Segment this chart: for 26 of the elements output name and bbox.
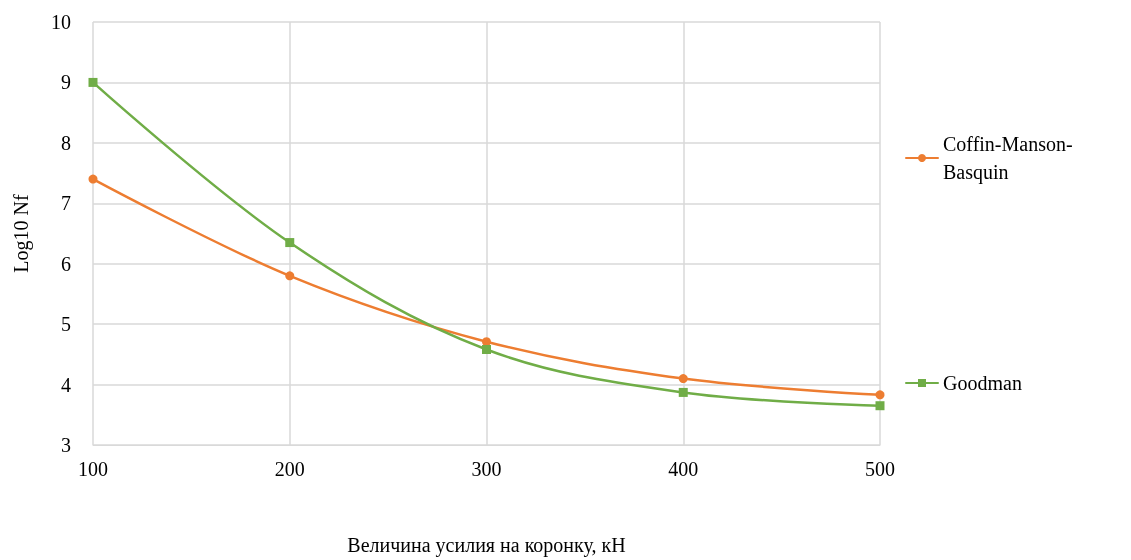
x-tick-label: 500	[865, 458, 895, 480]
x-tick-label: 200	[274, 458, 305, 480]
point	[875, 390, 885, 400]
point	[285, 238, 295, 248]
point	[88, 77, 98, 87]
point	[482, 345, 491, 355]
x-tick-label: 100	[78, 458, 108, 480]
y-tick-label: 9	[61, 71, 71, 94]
y-tick-label: 5	[61, 313, 71, 336]
point	[678, 374, 688, 384]
y-axis-title: Log10 Nf	[10, 194, 33, 273]
point	[285, 271, 295, 281]
legend-label: Goodman	[943, 372, 1022, 394]
point	[875, 401, 885, 411]
y-tick-label: 4	[61, 373, 71, 396]
legend-label: Coffin-Manson-Basquin	[943, 133, 1073, 184]
y-tick-label: 3	[61, 434, 71, 456]
y-tick-label: 8	[61, 131, 71, 154]
point	[678, 387, 688, 397]
x-axis-title: Величина усилия на коронку, кН	[347, 534, 626, 557]
y-tick-label: 6	[61, 252, 71, 275]
y-tick-label: 7	[61, 192, 71, 215]
point	[88, 174, 98, 184]
y-tick-label: 10	[51, 11, 71, 33]
x-tick-label: 400	[668, 458, 699, 480]
x-tick-label: 300	[471, 458, 502, 480]
